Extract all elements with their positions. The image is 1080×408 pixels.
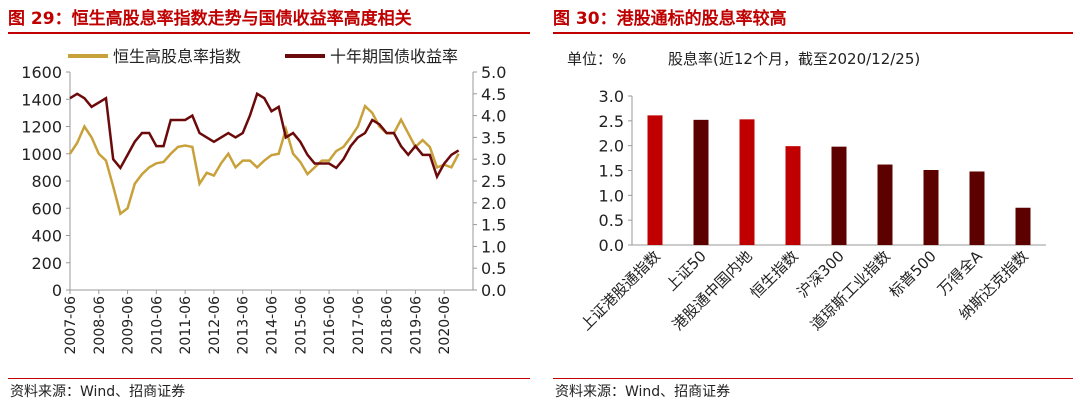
- bar: [877, 164, 893, 245]
- bar: [647, 115, 663, 246]
- x-tick-label: 2007-06: [63, 296, 79, 355]
- x-tick-label: 2020-06: [437, 296, 453, 355]
- left-tick-label: 1000: [21, 145, 62, 164]
- right-tick-label: 4.5: [481, 85, 506, 104]
- bar-y-tick-label: 3.0: [599, 87, 624, 106]
- right-tick-label: 2.0: [481, 194, 506, 213]
- left-source: 资料来源：Wind、招商证券: [10, 384, 186, 400]
- bar: [969, 171, 985, 245]
- bar-category-label: 标普500: [886, 247, 940, 301]
- bar: [785, 146, 801, 245]
- bar-y-tick-label: 0.0: [599, 236, 624, 255]
- x-tick-label: 2010-06: [149, 296, 165, 355]
- right-tick-label: 3.5: [481, 128, 506, 147]
- right-tick-label: 5.0: [481, 63, 506, 82]
- bar-y-tick-label: 1.0: [599, 186, 624, 205]
- right-tick-label: 3.0: [481, 150, 506, 169]
- x-tick-label: 2018-06: [380, 296, 396, 355]
- right-tick-label: 1.5: [481, 216, 506, 235]
- right-tick-label: 4.0: [481, 107, 506, 126]
- right-title: 图 30：港股通标的股息率较高: [553, 9, 787, 29]
- bar: [1015, 207, 1031, 245]
- bar-category-label: 道琼斯工业指数: [807, 247, 894, 334]
- bar-y-tick-label: 1.5: [599, 162, 624, 181]
- left-tick-label: 600: [31, 199, 62, 218]
- right-title-rule: [553, 32, 1073, 34]
- bar-subtitle: 股息率(近12个月，截至2020/12/25): [668, 50, 921, 68]
- bar-category-label: 港股通中国内地: [669, 247, 756, 334]
- right-tick-label: 0.5: [481, 259, 506, 278]
- x-tick-label: 2011-06: [178, 296, 194, 355]
- x-tick-label: 2008-06: [92, 296, 108, 355]
- left-tick-label: 1400: [21, 90, 62, 109]
- x-tick-label: 2019-06: [408, 296, 424, 355]
- bar-y-tick-label: 2.5: [599, 112, 624, 131]
- left-title-rule: [8, 32, 530, 34]
- left-tick-label: 200: [31, 254, 62, 273]
- bar-y-tick-label: 0.5: [599, 211, 624, 230]
- left-tick-label: 1200: [21, 118, 62, 137]
- series-line-hs-high-dividend: [68, 103, 460, 216]
- left-tick-label: 0: [52, 281, 62, 300]
- legend-label: 十年期国债收益率: [330, 47, 458, 66]
- bar-y-tick-label: 2.0: [599, 137, 624, 156]
- bar: [831, 146, 847, 245]
- x-tick-label: 2009-06: [121, 296, 137, 355]
- bar-category-label: 上证港股通指数: [577, 247, 664, 334]
- x-tick-label: 2015-06: [293, 296, 309, 355]
- x-tick-label: 2016-06: [322, 296, 338, 355]
- unit-label: 单位：%: [567, 50, 627, 68]
- legend-label: 恒生高股息率指数: [113, 47, 241, 66]
- series-line-bond-yield: [69, 91, 460, 180]
- left-tick-label: 800: [31, 172, 62, 191]
- left-tick-label: 400: [31, 227, 62, 246]
- bar: [739, 119, 755, 245]
- right-bottom-rule: [553, 378, 1073, 379]
- right-tick-label: 0.0: [481, 281, 506, 300]
- left-title: 图 29：恒生高股息率指数走势与国债收益率高度相关: [8, 9, 412, 29]
- x-tick-label: 2013-06: [236, 296, 252, 355]
- bar: [923, 170, 939, 245]
- x-tick-label: 2012-06: [207, 296, 223, 355]
- bar-category-label: 恒生指数: [747, 247, 802, 302]
- bar: [693, 119, 709, 245]
- right-tick-label: 2.5: [481, 172, 506, 191]
- left-tick-label: 1600: [21, 63, 62, 82]
- x-tick-label: 2017-06: [351, 296, 367, 355]
- x-tick-label: 2014-06: [265, 296, 281, 355]
- left-bottom-rule: [8, 378, 530, 379]
- right-source: 资料来源：Wind、招商证券: [555, 384, 731, 400]
- right-tick-label: 1.0: [481, 237, 506, 256]
